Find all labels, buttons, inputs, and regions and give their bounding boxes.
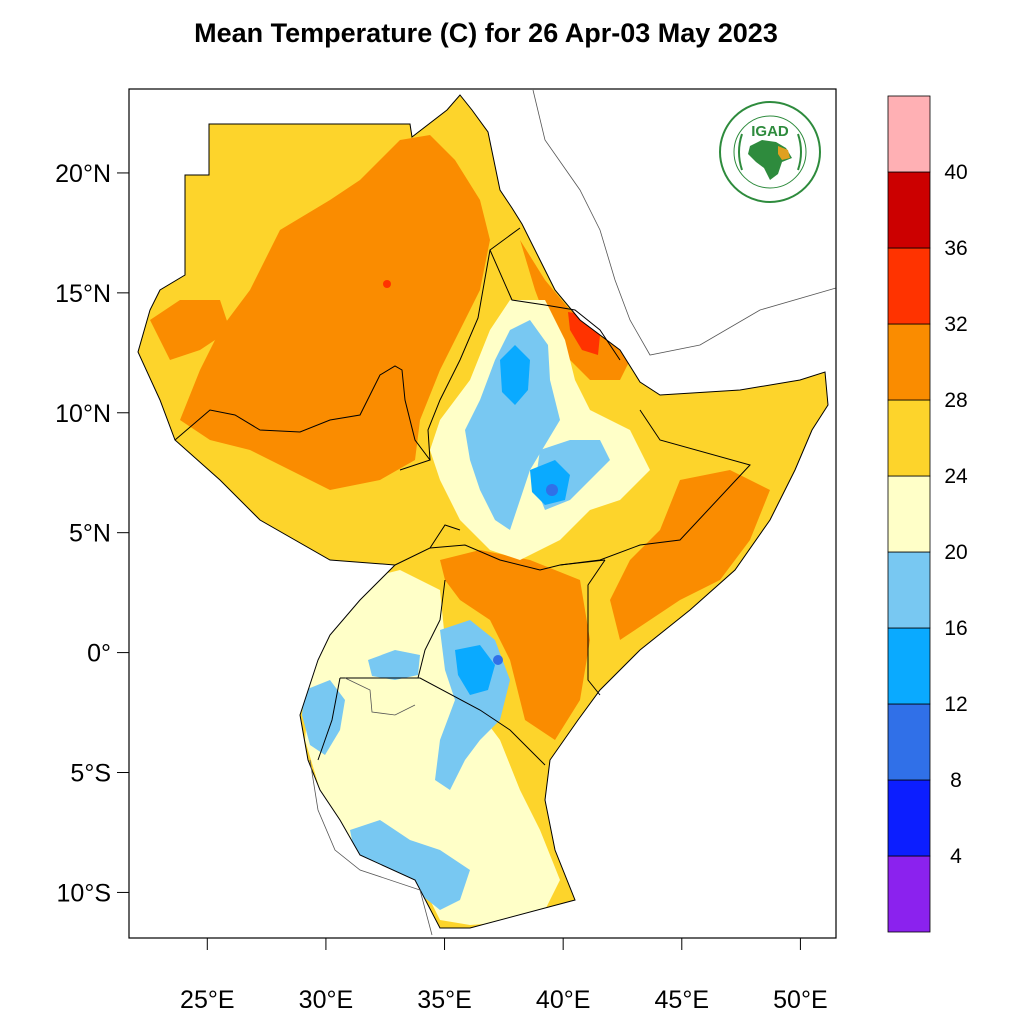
colorbar-bin bbox=[887, 247, 931, 325]
temp-zone-8-12-bale bbox=[546, 484, 558, 496]
temp-zone-16-20-tanzania-south bbox=[350, 820, 470, 910]
longitude-axis: 25°E 30°E 35°E 40°E 45°E 50°E bbox=[180, 938, 828, 1014]
lat-tick-label: 10°S bbox=[57, 879, 111, 907]
border-kenya-ethiopia bbox=[429, 544, 606, 571]
temp-zone-16-20-lake-victoria bbox=[368, 650, 420, 680]
border-tanzania-burundi bbox=[317, 677, 341, 761]
lon-tick-label: 50°E bbox=[773, 986, 827, 1014]
border-eritrea-ethiopia bbox=[489, 249, 621, 361]
map-title: Mean Temperature (C) for 26 Apr-03 May 2… bbox=[194, 18, 778, 48]
logo-horn-shape bbox=[778, 146, 790, 160]
lon-tick-label: 35°E bbox=[417, 986, 471, 1014]
colorbar-label: 12 bbox=[944, 693, 967, 716]
lat-tick-label: 20°N bbox=[55, 160, 111, 188]
colorbar-label: 4 bbox=[950, 845, 962, 868]
colorbar-label: 8 bbox=[950, 769, 962, 792]
temp-zone-28-32-west bbox=[150, 300, 230, 360]
colorbar-bin bbox=[887, 855, 931, 933]
lat-tick-label: 15°N bbox=[55, 280, 111, 308]
border-kenya-somalia bbox=[587, 559, 606, 696]
temp-zone-16-20-ethiopia bbox=[465, 320, 560, 530]
temp-zone-28-32-red-sea bbox=[520, 240, 630, 380]
coastline bbox=[137, 94, 829, 929]
colorbar: 4 8 12 16 20 24 28 32 36 40 bbox=[887, 95, 968, 933]
lat-tick-label: 5°S bbox=[70, 760, 111, 788]
colorbar-label: 24 bbox=[944, 465, 968, 488]
temp-zone-28-32-kenya bbox=[440, 550, 590, 740]
border-ethiopia-somalia bbox=[559, 409, 751, 566]
border-tanzania-kenya bbox=[340, 677, 546, 766]
lat-tick-label: 5°N bbox=[69, 520, 111, 548]
temperature-field bbox=[150, 135, 770, 925]
map-frame bbox=[128, 88, 837, 939]
temp-zone-32-36-danakil bbox=[568, 312, 600, 355]
lon-tick-label: 45°E bbox=[655, 986, 709, 1014]
colorbar-bin bbox=[887, 95, 931, 173]
temp-zone-12-16-ethiopia bbox=[500, 345, 530, 405]
logo-laurel-left bbox=[738, 133, 743, 171]
colorbar-bin bbox=[887, 627, 931, 705]
lat-tick-label: 0° bbox=[87, 640, 111, 668]
logo-wordmark: IGAD bbox=[751, 123, 789, 140]
border-sudan-south-sudan bbox=[174, 365, 431, 471]
lon-tick-label: 30°E bbox=[299, 986, 353, 1014]
colorbar-bin bbox=[887, 475, 931, 553]
colorbar-bin bbox=[887, 171, 931, 249]
temp-spot-32-36-sudan bbox=[383, 280, 391, 288]
lat-tick-label: 10°N bbox=[55, 400, 111, 428]
temp-zone-28-32-somalia bbox=[610, 470, 770, 640]
igad-logo: IGAD bbox=[719, 101, 821, 203]
colorbar-bin bbox=[887, 703, 931, 781]
lon-tick-label: 40°E bbox=[536, 986, 590, 1014]
colorbar-bin bbox=[887, 551, 931, 629]
colorbar-label: 36 bbox=[944, 237, 967, 260]
colorbar-bin bbox=[887, 779, 931, 857]
colorbar-label: 16 bbox=[944, 617, 967, 640]
border-south-sudan-uganda bbox=[394, 524, 461, 566]
temp-zone-12-16-ethiopia-south bbox=[530, 460, 570, 505]
lon-tick-label: 25°E bbox=[180, 986, 234, 1014]
border-uganda-kenya bbox=[417, 579, 446, 679]
colorbar-label: 20 bbox=[944, 541, 967, 564]
temp-zone-12-16-kenya bbox=[455, 645, 495, 695]
colorbar-label: 28 bbox=[944, 389, 967, 412]
logo-inner-ring bbox=[733, 115, 807, 189]
neighbor-borders bbox=[309, 89, 837, 936]
colorbar-bin bbox=[887, 323, 931, 401]
country-borders bbox=[174, 227, 751, 766]
temp-zone-28-32-sudan bbox=[180, 135, 490, 490]
colorbar-label: 40 bbox=[944, 161, 967, 184]
colorbar-bin bbox=[887, 399, 931, 477]
latitude-axis: 20°N 15°N 10°N 5°N 0° 5°S 10°S bbox=[55, 160, 129, 907]
colorbar-label: 32 bbox=[944, 313, 967, 336]
logo-laurel-right bbox=[797, 133, 802, 171]
temp-zone-16-20-burundi bbox=[302, 680, 345, 755]
temp-zone-8-12-mt-kenya bbox=[493, 655, 503, 665]
